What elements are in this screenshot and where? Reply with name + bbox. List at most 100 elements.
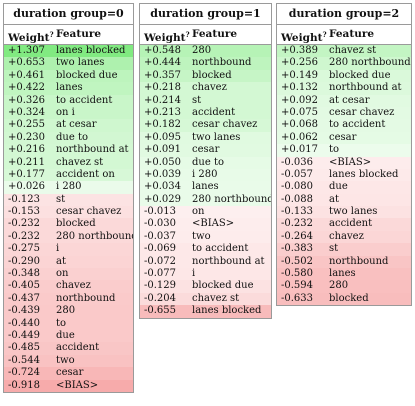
weight-value: +0.075 bbox=[281, 106, 319, 118]
feature-name: two bbox=[56, 354, 75, 366]
weight-value: +0.095 bbox=[144, 131, 182, 143]
weight-value: +0.092 bbox=[281, 94, 319, 106]
weight-value: +0.324 bbox=[8, 106, 46, 118]
weight-row: +0.444 northbound bbox=[140, 57, 271, 70]
weight-help-marker[interactable]: ? bbox=[49, 30, 54, 39]
feature-name: cesar chavez bbox=[192, 119, 258, 131]
weight-value: +0.211 bbox=[8, 156, 46, 168]
weight-row: -0.437 northbound bbox=[4, 292, 133, 306]
feature-name: cesar bbox=[329, 131, 357, 143]
weight-row: +0.091 cesar bbox=[140, 144, 271, 157]
weight-row: -0.030 <BIAS> bbox=[140, 218, 271, 231]
weight-row: -0.485 accident bbox=[4, 342, 133, 355]
weight-rows: +0.389 chavez st +0.256 280 northbound +0.14… bbox=[277, 45, 411, 306]
feature-name: <BIAS> bbox=[192, 218, 235, 230]
weight-value: +0.326 bbox=[8, 94, 46, 106]
feature-name: blocked bbox=[192, 69, 232, 81]
weight-value: -0.437 bbox=[8, 292, 41, 304]
weight-value: -0.057 bbox=[281, 168, 314, 180]
feature-name: on bbox=[192, 206, 205, 218]
weight-value: -0.405 bbox=[8, 280, 41, 292]
weight-value: -0.077 bbox=[144, 268, 177, 280]
feature-name: on bbox=[56, 268, 69, 280]
weight-row: +0.255 at cesar bbox=[4, 119, 133, 132]
feature-name: chavez bbox=[192, 82, 227, 94]
weight-row: -0.633 blocked bbox=[277, 292, 411, 306]
weight-rows: +1.307 lanes blocked +0.653 two lanes +0.461… bbox=[4, 45, 133, 392]
weight-value: -0.036 bbox=[281, 156, 314, 168]
weight-value: +0.050 bbox=[144, 156, 182, 168]
feature-name: chavez st bbox=[329, 45, 377, 56]
weight-header: Weight? bbox=[140, 25, 190, 44]
weight-row: +0.026 i 280 bbox=[4, 181, 133, 194]
weight-row: +0.029 280 northbound bbox=[140, 193, 271, 207]
feature-name: <BIAS> bbox=[56, 379, 99, 391]
weight-row: -0.405 chavez bbox=[4, 280, 133, 293]
weight-value: +0.034 bbox=[144, 181, 182, 193]
feature-name: two lanes bbox=[56, 57, 105, 69]
feature-name: accident bbox=[192, 106, 236, 118]
weight-row: +0.230 due to bbox=[4, 131, 133, 145]
weight-value: -0.232 bbox=[8, 230, 41, 242]
weight-value: +0.444 bbox=[144, 57, 182, 69]
feature-name: chavez st bbox=[192, 292, 240, 304]
weight-row: +0.211 chavez st bbox=[4, 156, 133, 169]
weight-header: Weight? bbox=[4, 25, 54, 44]
feature-name: i 280 bbox=[56, 181, 82, 193]
weight-value: +0.017 bbox=[281, 144, 319, 156]
weight-value: -0.383 bbox=[281, 243, 314, 255]
weight-value: +0.068 bbox=[281, 119, 319, 131]
weight-value: +0.461 bbox=[8, 69, 46, 81]
weight-row: +0.095 two lanes bbox=[140, 131, 271, 145]
weight-value: +0.256 bbox=[281, 57, 319, 69]
feature-name: st bbox=[329, 243, 339, 255]
weight-value: -0.275 bbox=[8, 243, 41, 255]
feature-name: lanes blocked bbox=[329, 168, 399, 180]
weight-value: +0.149 bbox=[281, 69, 319, 81]
weight-value: +0.182 bbox=[144, 119, 182, 131]
weight-row: -0.153 cesar chavez bbox=[4, 206, 133, 219]
weight-value: -0.485 bbox=[8, 342, 41, 354]
feature-name: cesar bbox=[192, 144, 220, 156]
weight-row: -0.069 to accident bbox=[140, 243, 271, 256]
weight-row: -0.037 two bbox=[140, 230, 271, 244]
weight-value: -0.013 bbox=[144, 206, 177, 218]
weight-value: -0.544 bbox=[8, 354, 41, 366]
group-title: duration group=2 bbox=[277, 4, 411, 25]
weight-value: +0.218 bbox=[144, 82, 182, 94]
weight-row: -0.232 accident bbox=[277, 218, 411, 231]
feature-name: cesar bbox=[56, 367, 84, 379]
weight-value: -0.204 bbox=[144, 292, 177, 304]
weight-value: +0.230 bbox=[8, 131, 46, 143]
weight-help-marker[interactable]: ? bbox=[185, 30, 190, 39]
weight-row: +0.213 accident bbox=[140, 106, 271, 120]
feature-name: cesar chavez bbox=[329, 106, 395, 118]
weight-row: -0.133 two lanes bbox=[277, 206, 411, 219]
weight-value: -0.037 bbox=[144, 230, 177, 242]
weight-value: +0.132 bbox=[281, 82, 319, 94]
weight-row: -0.080 due bbox=[277, 181, 411, 194]
weight-value: -0.439 bbox=[8, 305, 41, 317]
weight-value: -0.264 bbox=[281, 230, 314, 242]
weight-value: -0.123 bbox=[8, 193, 41, 205]
weight-value: -0.724 bbox=[8, 367, 41, 379]
weight-row: -0.594 280 bbox=[277, 280, 411, 293]
weight-row: +0.092 at cesar bbox=[277, 94, 411, 107]
weight-value: +0.548 bbox=[144, 45, 182, 56]
weight-row: +0.422 lanes bbox=[4, 82, 133, 95]
feature-name: to accident bbox=[56, 94, 113, 106]
weight-help-marker[interactable]: ? bbox=[322, 30, 327, 39]
weight-value: -0.129 bbox=[144, 280, 177, 292]
weight-value: +0.214 bbox=[144, 94, 182, 106]
weight-row: +0.218 chavez bbox=[140, 82, 271, 95]
feature-name: 280 bbox=[329, 280, 349, 292]
feature-name: northbound bbox=[329, 255, 389, 267]
feature-name: to bbox=[56, 317, 67, 329]
feature-name: chavez bbox=[56, 280, 91, 292]
feature-name: i 280 bbox=[192, 168, 218, 180]
weight-row: +0.653 two lanes bbox=[4, 57, 133, 70]
weight-row: -0.918 <BIAS> bbox=[4, 379, 133, 392]
feature-name: accident bbox=[56, 342, 100, 354]
feature-name: lanes bbox=[192, 181, 219, 193]
weight-row: -0.232 blocked bbox=[4, 218, 133, 231]
